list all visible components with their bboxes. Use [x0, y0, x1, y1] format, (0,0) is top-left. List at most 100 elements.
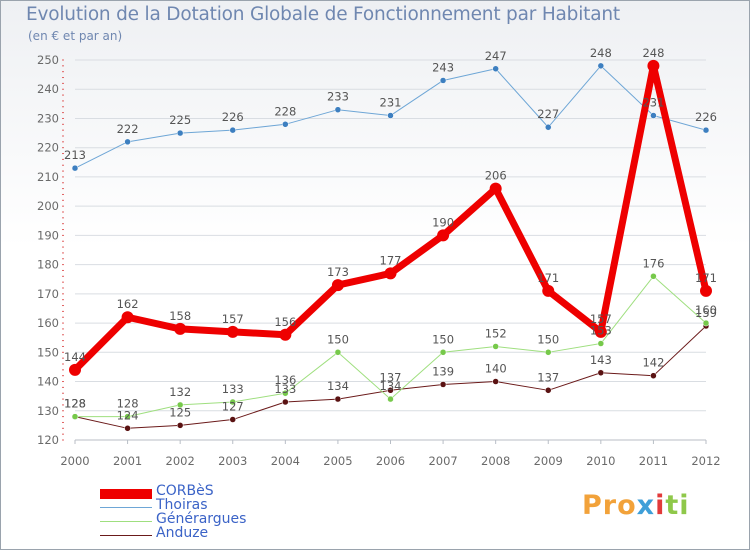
data-label: 156 — [274, 315, 296, 329]
x-tick-label: 2006 — [376, 454, 405, 468]
y-tick-label: 200 — [37, 199, 59, 213]
data-point — [124, 138, 131, 146]
data-label: 190 — [432, 215, 454, 229]
data-point — [439, 77, 447, 84]
data-label: 144 — [64, 350, 86, 364]
data-point — [334, 349, 342, 356]
data-point — [387, 395, 394, 403]
data-label: 226 — [222, 110, 244, 124]
data-label: 231 — [642, 96, 664, 110]
data-point — [650, 273, 657, 280]
data-label: 225 — [169, 113, 191, 127]
data-label: 177 — [380, 253, 402, 267]
chart-subtitle: (en € et par an) — [28, 29, 123, 43]
data-label: 124 — [117, 408, 139, 422]
data-point — [384, 267, 397, 280]
data-label: 159 — [695, 306, 717, 320]
data-label: 222 — [117, 122, 139, 136]
data-label: 125 — [169, 405, 191, 419]
legend-swatch — [100, 521, 152, 522]
y-tick-label: 250 — [37, 53, 59, 67]
y-tick-label: 210 — [37, 170, 59, 184]
legend-item: Thoiras — [100, 497, 340, 514]
data-label: 206 — [485, 169, 507, 183]
y-tick-label: 230 — [37, 111, 59, 125]
x-tick-label: 2001 — [113, 454, 142, 468]
x-tick-label: 2008 — [481, 454, 510, 468]
y-tick-label: 160 — [37, 316, 59, 330]
data-point — [121, 311, 134, 324]
legend-label: Thoiras — [156, 497, 208, 513]
chart-title: Evolution de la Dotation Globale de Fonc… — [26, 4, 620, 25]
data-point — [650, 112, 657, 119]
data-label: 173 — [327, 265, 349, 279]
y-tick-label: 190 — [37, 228, 59, 242]
x-tick-label: 2000 — [60, 454, 89, 468]
x-tick-label: 2002 — [166, 454, 195, 468]
data-point — [492, 378, 499, 385]
y-tick-label: 240 — [37, 82, 59, 96]
data-label: 150 — [537, 332, 559, 346]
data-point — [702, 126, 710, 134]
data-point — [702, 319, 710, 327]
data-point — [545, 349, 552, 356]
data-label: 133 — [274, 382, 296, 396]
data-label: 160 — [695, 303, 717, 317]
y-tick-label: 220 — [37, 141, 59, 155]
data-label: 248 — [590, 46, 612, 60]
data-label: 171 — [695, 271, 717, 285]
legend-item: CORBèS — [100, 483, 340, 500]
y-tick-label: 140 — [37, 375, 59, 389]
logo-part: ti — [665, 490, 690, 521]
data-point — [282, 389, 289, 397]
data-label: 176 — [642, 256, 664, 270]
y-tick-label: 120 — [37, 433, 59, 447]
logo-part: i — [655, 490, 666, 521]
data-label: 137 — [537, 370, 559, 384]
x-tick-label: 2007 — [428, 454, 457, 468]
data-point — [71, 164, 79, 172]
data-point — [594, 325, 607, 338]
x-tick-label: 2010 — [586, 454, 615, 468]
data-label: 227 — [537, 107, 559, 121]
data-point — [69, 363, 81, 376]
data-label: 127 — [222, 400, 244, 414]
data-point — [492, 65, 499, 73]
data-point — [597, 340, 605, 347]
data-point — [700, 284, 712, 297]
data-point — [176, 129, 184, 137]
logo-part: Pro — [582, 490, 637, 521]
data-point — [545, 387, 552, 394]
data-label: 140 — [485, 362, 507, 376]
data-label: 150 — [432, 332, 454, 346]
x-tick-label: 2011 — [639, 454, 668, 468]
data-point — [437, 229, 450, 242]
data-point — [492, 343, 499, 350]
legend-swatch — [100, 489, 152, 499]
data-label: 142 — [642, 356, 664, 370]
data-point — [282, 121, 289, 128]
data-label: 134 — [327, 379, 349, 393]
x-tick-label: 2005 — [323, 454, 352, 468]
data-label: 162 — [117, 297, 139, 311]
data-point — [334, 106, 342, 113]
data-point — [597, 62, 605, 70]
data-point — [282, 398, 289, 406]
data-label: 226 — [695, 110, 717, 124]
y-tick-label: 150 — [37, 345, 59, 359]
data-label: 213 — [64, 148, 86, 162]
data-point — [124, 425, 131, 432]
legend-swatch — [100, 535, 152, 536]
data-point — [229, 398, 236, 406]
legend-swatch — [100, 507, 152, 508]
legend-label: Générargues — [156, 511, 247, 527]
data-point — [71, 413, 79, 420]
data-label: 143 — [590, 353, 612, 367]
data-point — [489, 182, 502, 195]
data-label: 243 — [432, 60, 454, 74]
data-point — [387, 112, 394, 119]
data-point — [124, 413, 131, 420]
data-point — [176, 401, 184, 409]
data-label: 134 — [380, 379, 402, 393]
